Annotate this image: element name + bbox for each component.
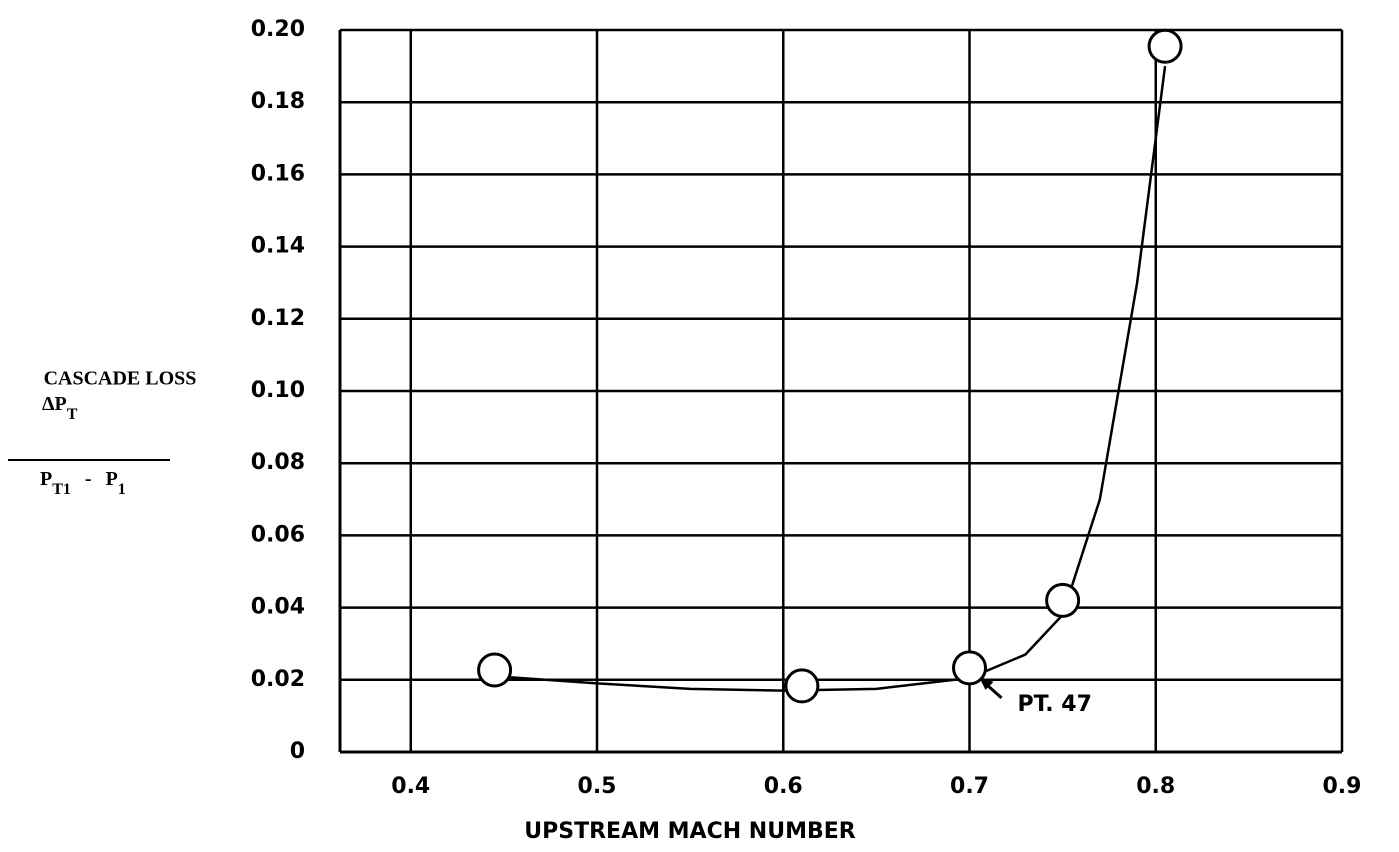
- y-axis-denominator: PT1- P1: [40, 468, 126, 498]
- numerator-sub: T: [67, 406, 78, 423]
- y-tick-label: 0.18: [251, 89, 305, 114]
- data-point: [952, 650, 988, 686]
- den-p: P: [40, 468, 52, 490]
- y-tick-label: 0.06: [251, 522, 305, 547]
- x-axis-label: UPSTREAM MACH NUMBER: [524, 819, 855, 844]
- y-tick-label: 0.10: [251, 378, 305, 403]
- data-point: [477, 652, 513, 688]
- y-axis-numerator: ΔPT: [42, 393, 78, 423]
- y-tick-label: 0.16: [251, 161, 305, 186]
- x-tick-label: 0.4: [391, 774, 430, 799]
- y-tick-label: 0.14: [251, 234, 305, 259]
- x-tick-label: 0.9: [1323, 774, 1362, 799]
- y-tick-label: 0.20: [251, 17, 305, 42]
- y-tick-label: 0.04: [251, 595, 305, 620]
- y-tick-label: 0.12: [251, 306, 305, 331]
- arrow-head: [979, 677, 994, 690]
- den-minus: -: [85, 468, 92, 490]
- x-tick-label: 0.8: [1136, 774, 1175, 799]
- den-sub2: 1: [118, 481, 126, 498]
- x-tick-label: 0.5: [578, 774, 617, 799]
- y-tick-label: 0: [290, 739, 305, 764]
- x-tick-label: 0.6: [764, 774, 803, 799]
- data-point: [1045, 582, 1081, 618]
- data-point: [784, 668, 820, 704]
- den-sub: T1: [52, 481, 71, 498]
- numerator-symbol: ΔP: [42, 393, 67, 415]
- y-axis-label: CASCADE LOSS: [44, 368, 197, 390]
- x-tick-label: 0.7: [950, 774, 989, 799]
- den-p2: P: [106, 468, 118, 490]
- data-point: [1147, 28, 1183, 64]
- y-tick-label: 0.08: [251, 450, 305, 475]
- y-tick-label: 0.02: [251, 667, 305, 692]
- annotation: PT. 47: [1018, 692, 1092, 717]
